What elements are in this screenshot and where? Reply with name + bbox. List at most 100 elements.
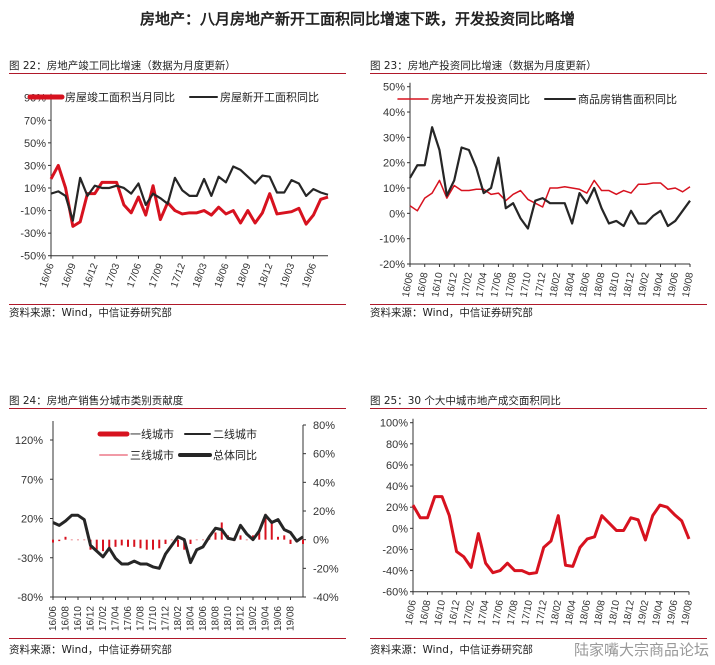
x-tick-label: 19/06 [300, 262, 319, 290]
x-tick-label: 16/12 [82, 262, 101, 290]
x-tick-label: 17/10 [148, 606, 159, 631]
y-tick-label: 30% [24, 160, 46, 172]
x-tick-label: 17/04 [476, 599, 491, 626]
bar-tier1 [102, 539, 104, 552]
y-tick-label: 100% [380, 418, 408, 430]
series-line-0 [411, 495, 691, 576]
x-tick-label: 18/06 [578, 271, 593, 298]
bar-tier1 [170, 539, 173, 541]
x-tick-label: 18/10 [223, 606, 234, 631]
y-tick-label-left: -30% [17, 553, 43, 565]
chart-23-title: 图 23：房地产投资同比增速（数据为月度更新） [370, 60, 597, 72]
x-tick-label: 17/08 [136, 606, 147, 631]
x-tick-label: 19/08 [286, 606, 297, 631]
x-tick-label: 16/10 [430, 271, 445, 298]
bar-tier1 [95, 539, 98, 550]
bar-tier1 [195, 539, 198, 541]
watermark: 陆家嘴大宗商品论坛 [574, 641, 710, 659]
bar-tier1 [114, 539, 117, 547]
bar-tier1 [108, 539, 111, 549]
legend-label: 总体同比 [213, 448, 257, 462]
bar-tier1 [245, 539, 248, 541]
bar-tier1 [264, 513, 267, 540]
y-tick-label: -20% [382, 544, 408, 556]
y-tick-label: 10% [24, 183, 46, 195]
x-tick-label: 17/06 [125, 262, 144, 290]
x-tick-label: 16/12 [445, 271, 460, 298]
x-tick-label: 19/02 [636, 599, 651, 626]
x-tick-label: 16/06 [401, 271, 416, 298]
y-tick-label: 80% [386, 439, 408, 451]
y-tick-label: 50% [24, 138, 46, 150]
y-tick-label: -60% [382, 587, 408, 599]
x-tick-label: 18/12 [257, 262, 276, 290]
x-tick-label: 18/02 [549, 599, 564, 626]
bar-tier1 [202, 539, 204, 541]
x-tick-label: 17/02 [462, 599, 477, 626]
x-tick-label: 19/04 [651, 599, 666, 626]
x-tick-label: 17/08 [505, 599, 520, 626]
bar-tier1 [189, 539, 192, 544]
y-tick-label: 20% [386, 502, 408, 514]
source-note: 资料来源：Wind，中信证券研究部 [9, 644, 172, 656]
bar-tier1 [289, 539, 292, 544]
y-tick-label-right: -20% [313, 563, 339, 575]
x-tick-label: 17/10 [519, 271, 534, 298]
y-tick-label: 0% [392, 523, 408, 535]
y-tick-label: -30% [20, 228, 46, 240]
x-tick-label: 18/03 [191, 262, 210, 290]
divider [9, 73, 346, 74]
bar-tier1 [77, 539, 79, 541]
y-tick-label: 70% [24, 115, 46, 127]
y-tick-label-right: 0% [313, 535, 329, 547]
x-tick-label: 18/06 [578, 599, 593, 626]
y-tick-label-right: 40% [313, 477, 335, 489]
x-tick-label: 17/02 [98, 606, 109, 631]
y-tick-label-left: 120% [15, 435, 43, 447]
x-tick-label: 17/12 [161, 606, 172, 631]
x-tick-label: 17/12 [169, 262, 188, 290]
y-tick-label-right: 60% [313, 449, 335, 461]
bar-tier1 [302, 539, 304, 544]
x-tick-label: 16/08 [61, 606, 72, 631]
x-tick-label: 16/12 [86, 606, 97, 631]
x-tick-label: 19/08 [681, 271, 696, 298]
bar-tier1 [158, 539, 161, 549]
bar-tier1 [214, 532, 217, 540]
x-tick-label: 19/04 [261, 606, 272, 631]
legend-label: 房地产开发投资同比 [431, 92, 530, 106]
x-tick-label: 16/10 [73, 606, 84, 631]
y-tick-label: -50% [20, 251, 46, 263]
x-tick-label: 16/09 [60, 262, 79, 290]
legend-label: 一线城市 [130, 427, 174, 441]
x-tick-label: 17/03 [104, 262, 123, 290]
y-tick-label-left: 70% [21, 474, 43, 486]
x-tick-label: 17/06 [489, 271, 504, 298]
y-tick-label: -10% [379, 234, 405, 246]
x-tick-label: 17/02 [460, 271, 475, 298]
series-line-0 [409, 179, 691, 212]
x-tick-label: 18/12 [622, 599, 637, 626]
bar-tier1 [145, 539, 148, 550]
x-tick-label: 18/08 [211, 606, 222, 631]
x-tick-label: 17/12 [533, 271, 548, 298]
bar-tier1 [177, 539, 179, 547]
x-tick-label: 17/09 [147, 262, 166, 290]
x-tick-label: 19/04 [651, 271, 666, 298]
x-tick-label: 19/03 [278, 262, 297, 290]
source-note: 资料来源：Wind，中信证券研究部 [370, 307, 533, 319]
x-tick-label: 17/12 [535, 599, 550, 626]
bar-tier1 [83, 539, 86, 541]
bar-tier1 [70, 539, 73, 541]
bar-tier1 [152, 539, 154, 550]
chart-25-title: 图 25：30 个大中城市地产成交面积同比 [370, 395, 561, 407]
x-tick-label: 17/06 [491, 599, 506, 626]
y-tick-label: 40% [383, 107, 405, 119]
divider [370, 304, 707, 305]
x-tick-label: 16/08 [416, 271, 431, 298]
bar-tier1 [277, 536, 279, 540]
series-line-0 [49, 163, 329, 228]
y-tick-label: 0% [389, 208, 405, 220]
y-tick-label-left: -80% [17, 592, 43, 604]
